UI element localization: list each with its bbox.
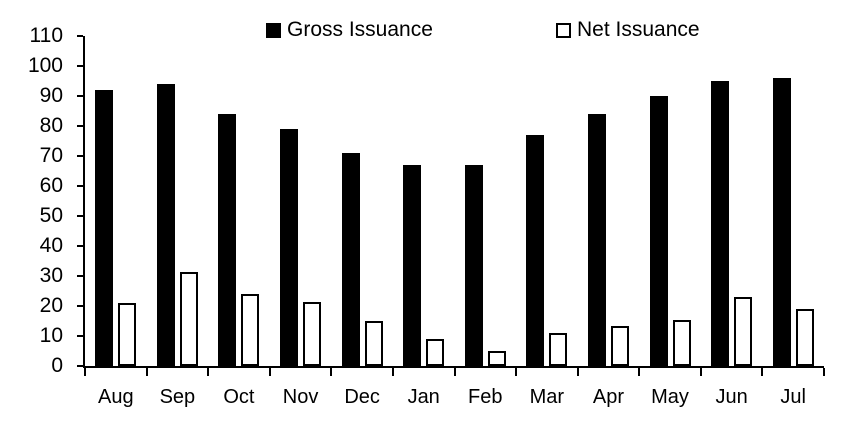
y-tick-mark bbox=[77, 335, 83, 337]
y-tick-mark bbox=[77, 155, 83, 157]
y-tick-label: 20 bbox=[39, 294, 63, 317]
x-category-label: Dec bbox=[344, 386, 380, 408]
gross-issuance-bar bbox=[95, 90, 114, 366]
x-category-label: Feb bbox=[468, 386, 503, 408]
x-tick-mark bbox=[453, 368, 456, 376]
bar-group bbox=[85, 36, 147, 366]
bar-group bbox=[393, 36, 455, 366]
y-tick-mark bbox=[77, 365, 83, 367]
y-tick-label: 110 bbox=[29, 24, 63, 47]
y-tick-mark bbox=[77, 65, 83, 67]
y-tick-label: 60 bbox=[39, 174, 63, 197]
x-tick-mark bbox=[823, 368, 825, 376]
y-tick-label: 90 bbox=[39, 84, 63, 107]
net-issuance-swatch-icon bbox=[556, 22, 571, 38]
x-tick-mark bbox=[84, 368, 86, 376]
y-axis-line bbox=[83, 36, 85, 368]
gross-issuance-swatch-icon bbox=[266, 22, 281, 38]
net-issuance-bar bbox=[364, 321, 383, 366]
gross-issuance-bar bbox=[403, 165, 422, 366]
x-category-label: Oct bbox=[223, 386, 255, 408]
x-tick-mark bbox=[699, 368, 702, 376]
gross-issuance-bar bbox=[464, 165, 483, 366]
x-category-label: May bbox=[651, 386, 689, 408]
net-issuance-bar bbox=[118, 303, 137, 366]
y-tick-label: 40 bbox=[39, 234, 63, 257]
x-tick-mark bbox=[330, 368, 333, 376]
y-tick-label: 50 bbox=[39, 204, 63, 227]
y-tick-mark bbox=[77, 95, 83, 97]
net-issuance-bar bbox=[672, 319, 691, 366]
gross-issuance-bar bbox=[218, 114, 237, 366]
y-tick-mark bbox=[77, 185, 83, 187]
y-tick-mark bbox=[77, 245, 83, 247]
x-category-label: Nov bbox=[282, 386, 319, 408]
net-issuance-bar bbox=[426, 339, 445, 366]
y-tick-mark bbox=[77, 275, 83, 277]
x-category-label: Jul bbox=[780, 386, 806, 408]
x-category-label: Jan bbox=[407, 386, 440, 408]
x-category-label: Jun bbox=[715, 386, 748, 408]
bar-group bbox=[455, 36, 517, 366]
bar-group bbox=[639, 36, 701, 366]
net-issuance-bar bbox=[549, 333, 568, 366]
y-tick-label: 30 bbox=[39, 264, 63, 287]
legend-label-gross-issuance: Gross Issuance bbox=[287, 18, 433, 41]
bar-group bbox=[270, 36, 332, 366]
legend-label-net-issuance: Net Issuance bbox=[577, 18, 700, 41]
x-tick-mark bbox=[761, 368, 764, 376]
gross-issuance-bar bbox=[587, 114, 606, 366]
plot-area bbox=[85, 36, 824, 366]
gross-issuance-bar bbox=[156, 84, 175, 366]
x-tick-mark bbox=[391, 368, 394, 376]
x-tick-mark bbox=[576, 368, 579, 376]
y-tick-label: 0 bbox=[51, 354, 63, 377]
net-issuance-bar bbox=[487, 351, 506, 366]
bar-group bbox=[701, 36, 763, 366]
bar-group bbox=[516, 36, 578, 366]
gross-issuance-bar bbox=[649, 96, 668, 366]
y-tick-label: 100 bbox=[27, 54, 63, 77]
net-issuance-bar bbox=[303, 301, 322, 366]
y-tick-label: 80 bbox=[39, 114, 63, 137]
x-tick-mark bbox=[145, 368, 148, 376]
gross-issuance-bar bbox=[711, 81, 730, 366]
gross-issuance-bar bbox=[772, 78, 791, 366]
bar-group bbox=[147, 36, 209, 366]
bar-group bbox=[208, 36, 270, 366]
y-tick-mark bbox=[77, 35, 83, 37]
x-tick-mark bbox=[515, 368, 518, 376]
net-issuance-bar bbox=[734, 297, 753, 366]
gross-issuance-bar bbox=[526, 135, 545, 366]
legend-item-gross-issuance: Gross Issuance bbox=[266, 18, 433, 41]
x-tick-mark bbox=[268, 368, 271, 376]
gross-issuance-bar bbox=[341, 153, 360, 366]
net-issuance-bar bbox=[795, 309, 814, 366]
x-category-label: Aug bbox=[97, 386, 134, 408]
net-issuance-bar bbox=[610, 325, 629, 366]
x-category-label: Mar bbox=[529, 386, 565, 408]
x-axis-line bbox=[83, 366, 824, 368]
bar-group bbox=[762, 36, 824, 366]
bar-group bbox=[331, 36, 393, 366]
y-tick-mark bbox=[77, 125, 83, 127]
y-tick-label: 70 bbox=[39, 144, 63, 167]
y-tick-mark bbox=[77, 215, 83, 217]
x-tick-mark bbox=[638, 368, 641, 376]
x-category-label: Apr bbox=[592, 386, 624, 408]
x-category-label: Sep bbox=[159, 386, 196, 408]
gross-issuance-bar bbox=[280, 129, 299, 366]
bar-group bbox=[578, 36, 640, 366]
net-issuance-bar bbox=[241, 294, 260, 366]
x-tick-mark bbox=[207, 368, 210, 376]
y-tick-label: 10 bbox=[39, 324, 63, 347]
legend-item-net-issuance: Net Issuance bbox=[556, 18, 700, 41]
y-tick-mark bbox=[77, 305, 83, 307]
net-issuance-bar bbox=[179, 271, 198, 366]
